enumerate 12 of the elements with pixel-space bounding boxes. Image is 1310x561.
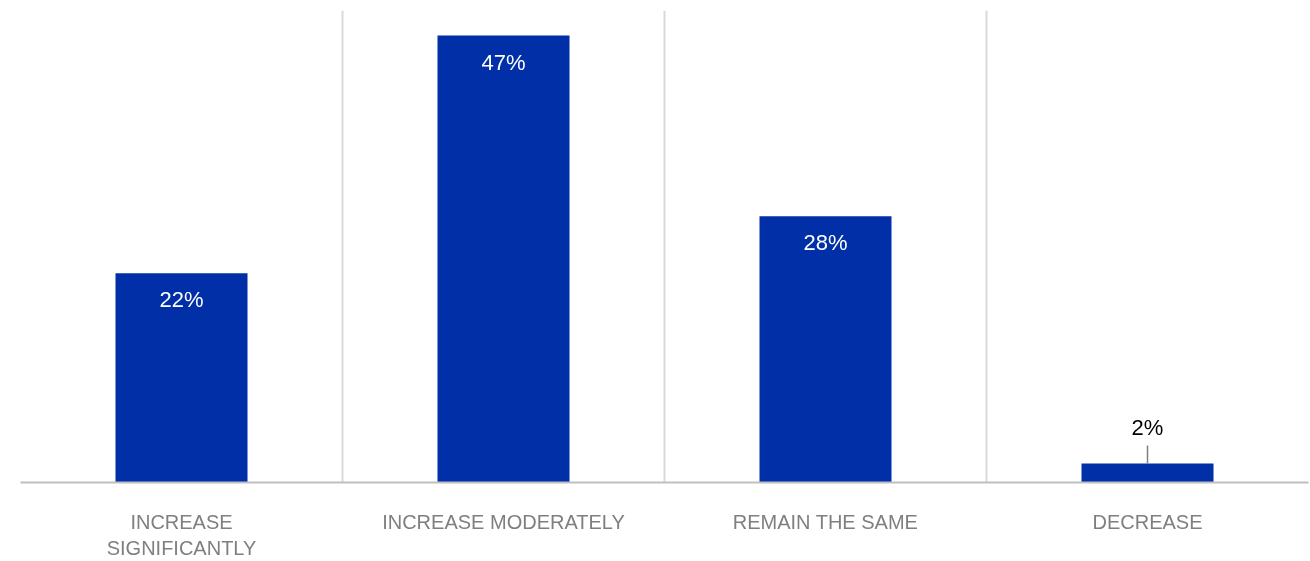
- x-tick-label: DECREASE: [1092, 510, 1203, 533]
- bar: [437, 35, 570, 483]
- bar: [115, 273, 248, 483]
- x-tick-label: INCREASE MODERATELY: [382, 510, 625, 533]
- bar: [1081, 463, 1214, 483]
- data-label: 2%: [1131, 414, 1164, 440]
- bar: [759, 216, 892, 483]
- data-label: 22%: [159, 287, 204, 313]
- data-label: 47%: [481, 49, 526, 75]
- x-tick-label: INCREASE SIGNIFICANTLY: [106, 510, 257, 559]
- x-tick-label: REMAIN THE SAME: [732, 510, 918, 533]
- data-label: 28%: [803, 230, 848, 256]
